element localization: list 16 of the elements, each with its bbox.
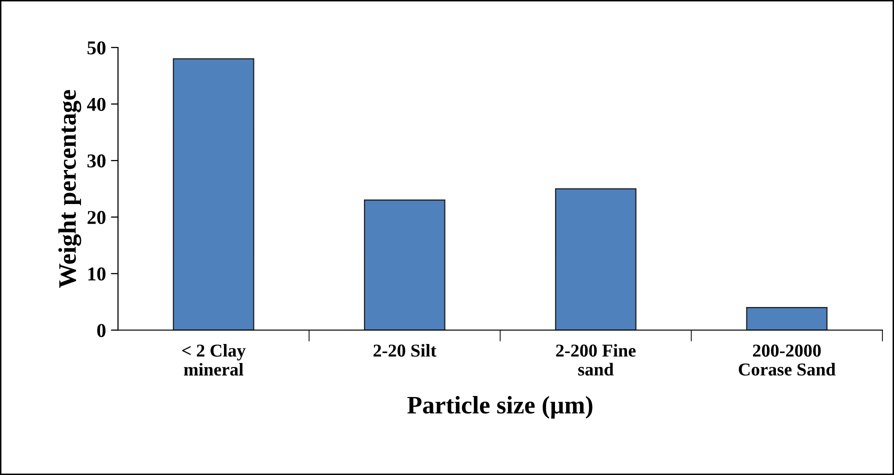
y-tick-label: 40 (87, 98, 106, 111)
y-tick-label: 20 (88, 210, 106, 224)
x-tick-label: 2-200 Fine sand (556, 344, 636, 376)
y-axis-title: Weight percentage (58, 90, 82, 288)
bar (172, 58, 254, 330)
y-tick-label: 50 (88, 41, 106, 54)
bar (746, 306, 828, 330)
x-tick-label: < 2 Clay mineral (182, 344, 246, 376)
y-tick-label: 10 (88, 267, 106, 281)
x-axis-title: Particle size (µm) (407, 396, 592, 419)
bar (364, 200, 446, 330)
y-tick-label: 0 (97, 324, 106, 338)
x-tick-label: 200-2000 Corase Sand (738, 344, 836, 376)
bar (555, 188, 636, 330)
x-tick-label: 2-20 Silt (374, 344, 436, 357)
y-tick-label: 30 (87, 154, 106, 168)
